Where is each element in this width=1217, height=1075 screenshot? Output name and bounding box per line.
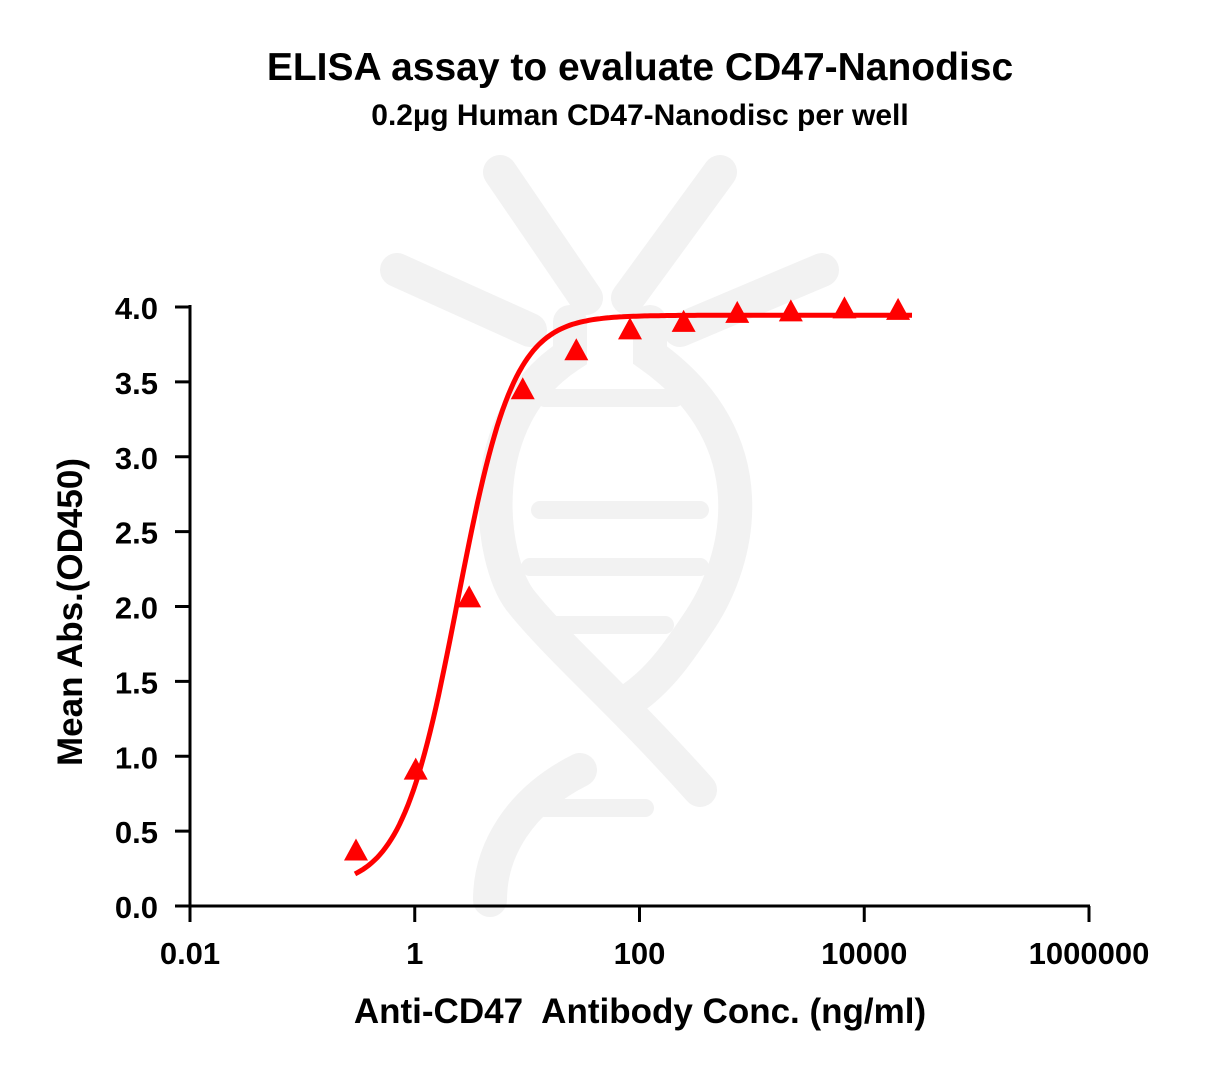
y-tick-label: 4.0 <box>115 291 158 326</box>
x-axis-label: Anti-CD47 Antibody Conc. (ng/ml) <box>354 992 926 1031</box>
x-tick-label: 0.01 <box>160 936 220 971</box>
data-point-triangle <box>886 297 911 320</box>
x-tick-label: 10000 <box>821 936 907 971</box>
data-point-triangle <box>457 585 482 608</box>
x-tick-label: 1000000 <box>1029 936 1150 971</box>
watermark-logo <box>380 155 839 917</box>
x-tick-label: 100 <box>614 936 666 971</box>
data-point-triangle <box>617 317 642 340</box>
axes: 0.0 0.5 1.0 1.5 2.0 2.5 3.0 3.5 4.0 0.01 1 100 10000… <box>115 291 1149 971</box>
y-tick-label: 2.0 <box>115 591 158 626</box>
data-point-triangle <box>778 299 803 322</box>
data-point-triangle <box>510 377 535 400</box>
y-tick-label: 0.0 <box>115 890 158 925</box>
data-point-triangle <box>403 757 428 780</box>
data-point-triangle <box>343 838 368 861</box>
y-axis-label: Mean Abs.(OD450) <box>51 458 90 766</box>
x-tick-label: 1 <box>406 936 423 971</box>
y-tick-label: 1.0 <box>115 740 158 775</box>
data-point-triangle <box>564 338 589 361</box>
chart-subtitle: 0.2µg Human CD47-Nanodisc per well <box>371 99 909 132</box>
y-tick-label: 0.5 <box>115 815 158 850</box>
data-point-triangle <box>725 300 750 323</box>
data-point-triangle <box>671 309 696 332</box>
fit-curve <box>353 312 912 877</box>
y-tick-label: 1.5 <box>115 665 158 700</box>
y-tick-label: 3.0 <box>115 441 158 476</box>
data-point-triangle <box>832 296 857 319</box>
data-series <box>343 296 912 877</box>
y-tick-label: 3.5 <box>115 366 158 401</box>
chart-title: ELISA assay to evaluate CD47-Nanodisc <box>266 46 1014 89</box>
y-tick-label: 2.5 <box>115 516 158 551</box>
